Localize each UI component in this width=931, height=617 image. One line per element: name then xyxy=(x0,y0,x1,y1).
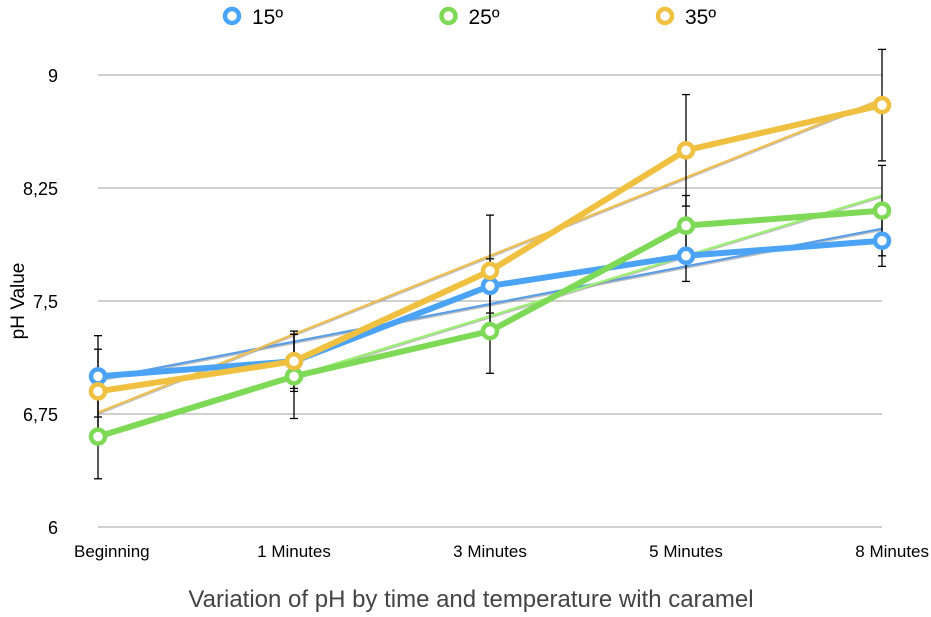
data-point xyxy=(284,352,304,371)
legend-label: 35º xyxy=(685,6,716,29)
data-point xyxy=(88,382,108,401)
y-tick-label: 9 xyxy=(48,66,58,86)
data-point xyxy=(88,427,108,446)
data-point xyxy=(480,261,500,281)
legend-label: 25º xyxy=(469,6,500,29)
data-point xyxy=(676,246,696,266)
y-tick-label: 8,25 xyxy=(23,179,58,199)
data-point xyxy=(676,141,696,160)
x-tick-label: 5 Minutes xyxy=(649,542,723,561)
chart-title: Variation of pH by time and temperature … xyxy=(188,586,753,613)
y-tick-label: 7,5 xyxy=(33,292,58,312)
legend-marker xyxy=(222,6,242,26)
y-tick-label: 6,75 xyxy=(23,405,58,425)
data-point xyxy=(284,367,304,386)
data-point xyxy=(872,231,892,250)
data-point xyxy=(480,321,500,341)
x-tick-label: 1 Minutes xyxy=(257,542,331,561)
legend-label: 15º xyxy=(252,6,283,29)
x-tick-label: 8 Minutes xyxy=(855,542,929,561)
y-axis-label: pH Value xyxy=(8,263,29,340)
data-point xyxy=(88,367,108,386)
legend-marker xyxy=(655,6,675,26)
data-point xyxy=(480,276,500,296)
legend-marker xyxy=(439,6,458,26)
x-tick-label: Beginning xyxy=(74,542,150,561)
y-tick-label: 6 xyxy=(48,518,58,538)
data-point xyxy=(872,95,892,115)
data-point xyxy=(872,201,892,220)
data-point xyxy=(676,216,696,235)
x-tick-label: 3 Minutes xyxy=(453,542,527,561)
